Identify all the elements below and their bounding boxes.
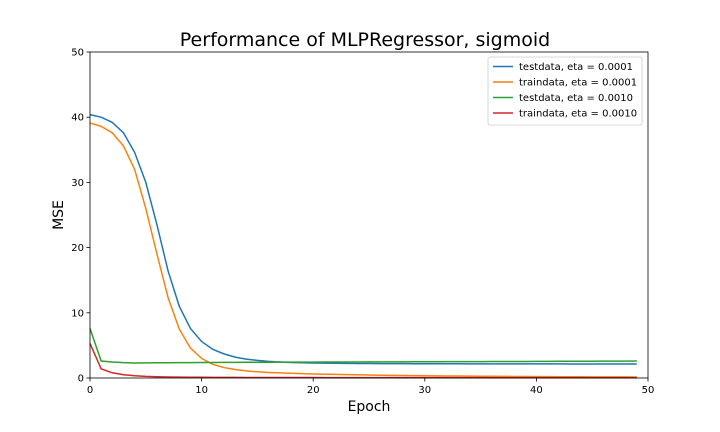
plot-area: 0 10 20 30 40 50 0 10 20 30 40 50 [71,48,654,397]
x-tick-label: 50 [642,385,655,396]
x-tick-label: 0 [87,385,93,396]
series-line-3 [89,328,637,364]
x-axis: 0 10 20 30 40 50 [87,378,655,396]
x-tick-label: 10 [195,385,208,396]
legend-box [487,56,643,126]
y-tick-label: 0 [78,374,84,385]
series-line-1 [89,113,637,365]
axes-frame [89,51,649,379]
y-tick-label: 20 [71,243,84,254]
y-tick-label: 30 [71,178,84,189]
y-tick-label: 50 [71,48,84,59]
chart-title: Performance of MLPRegressor, sigmoid [180,29,550,51]
legend: testdata, eta = 0.0001 traindata, eta = 0… [487,56,643,126]
legend-entry-4: traindata, eta = 0.0010 [519,109,637,120]
y-tick-label: 10 [71,308,84,319]
x-tick-label: 30 [418,385,431,396]
y-axis-label: MSE [51,200,67,230]
legend-entry-3: testdata, eta = 0.0010 [519,93,633,104]
x-axis-label: Epoch [348,399,391,415]
legend-entry-2: traindata, eta = 0.0001 [519,78,637,89]
legend-entry-1: testdata, eta = 0.0001 [519,62,633,73]
x-tick-label: 20 [307,385,320,396]
series-line-2 [89,122,637,378]
x-tick-label: 40 [530,385,543,396]
series-group [89,113,637,379]
y-axis: 0 10 20 30 40 50 [71,48,90,385]
y-tick-label: 40 [71,113,84,124]
